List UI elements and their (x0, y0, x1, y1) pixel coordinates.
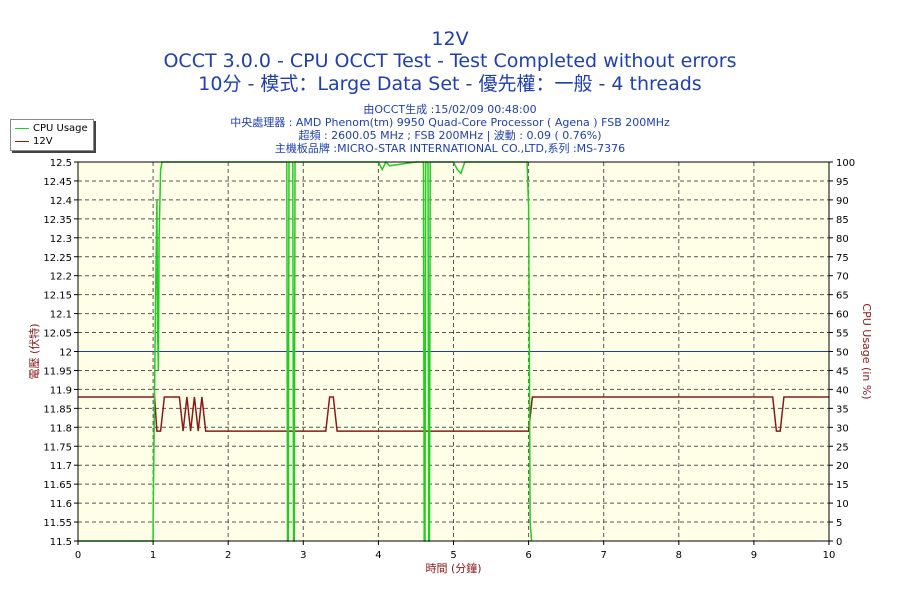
legend: CPU Usage 12V (10, 119, 94, 151)
x-axis-label: 時間 (分鐘) (425, 561, 481, 575)
y-tick-label: 12.1 (50, 310, 72, 321)
chart-title: 12V (431, 28, 469, 50)
y-tick-label: 11.7 (50, 461, 72, 472)
y2-tick-label: 15 (836, 480, 849, 491)
y2-tick-label: 100 (836, 158, 855, 169)
x-tick-label: 1 (150, 550, 156, 561)
y-tick-label: 11.75 (43, 442, 72, 453)
y2-tick-label: 55 (836, 329, 849, 340)
info-overclock: 超頻 : 2600.05 MHz ; FSB 200MHz | 波動 : 0.0… (298, 129, 602, 142)
x-tick-label: 8 (676, 550, 682, 561)
y2-tick-label: 30 (836, 423, 849, 434)
y2-tick-label: 5 (836, 518, 842, 529)
y-tick-label: 12.4 (50, 196, 72, 207)
y-tick-label: 12.2 (50, 272, 72, 283)
y-tick-label: 11.8 (50, 423, 72, 434)
legend-item-cpu: CPU Usage (15, 122, 93, 135)
legend-label-12v: 12V (33, 136, 53, 147)
y-axis-label: 電壓 (伏特) (27, 323, 41, 379)
y-tick-label: 12.45 (43, 177, 72, 188)
x-tick-label: 5 (450, 550, 456, 561)
y2-tick-label: 25 (836, 442, 849, 453)
x-tick-label: 3 (300, 550, 306, 561)
y2-tick-label: 35 (836, 404, 849, 415)
legend-item-12v: 12V (15, 135, 93, 148)
x-tick-label: 6 (525, 550, 531, 561)
y2-tick-label: 40 (836, 385, 849, 396)
y-tick-label: 12.35 (43, 215, 72, 226)
chart-subtitle-test: OCCT 3.0.0 - CPU OCCT Test - Test Comple… (163, 50, 737, 72)
y-tick-label: 12 (59, 348, 72, 359)
y-tick-label: 11.95 (43, 366, 72, 377)
y2-tick-label: 0 (836, 537, 842, 548)
info-cpu: 中央處理器 : AMD Phenom(tm) 9950 Quad-Core Pr… (230, 116, 670, 129)
y2-tick-label: 60 (836, 310, 849, 321)
legend-label-cpu: CPU Usage (33, 123, 88, 134)
y2-tick-label: 75 (836, 253, 849, 264)
y2-tick-label: 20 (836, 461, 849, 472)
y-tick-label: 12.25 (43, 253, 72, 264)
y-tick-label: 12.5 (50, 158, 72, 169)
info-generated: 由OCCT生成 :15/02/09 00:48:00 (363, 103, 537, 116)
y-tick-label: 11.6 (50, 499, 72, 510)
y-tick-label: 12.3 (50, 234, 72, 245)
y2-tick-label: 80 (836, 234, 849, 245)
y2-tick-label: 85 (836, 215, 849, 226)
x-tick-label: 7 (601, 550, 607, 561)
legend-swatch-12v (15, 141, 29, 142)
x-tick-label: 9 (751, 550, 757, 561)
y-tick-label: 11.9 (50, 385, 72, 396)
y2-tick-label: 50 (836, 348, 849, 359)
y2-tick-label: 45 (836, 366, 849, 377)
x-tick-label: 4 (375, 550, 381, 561)
y-tick-label: 12.05 (43, 329, 72, 340)
x-tick-label: 2 (225, 550, 231, 561)
legend-swatch-cpu (15, 128, 29, 129)
y-tick-label: 11.65 (43, 480, 72, 491)
x-tick-label: 10 (823, 550, 836, 561)
y2-tick-label: 65 (836, 291, 849, 302)
y2-tick-label: 70 (836, 272, 849, 283)
y-tick-label: 11.85 (43, 404, 72, 415)
y-tick-label: 12.15 (43, 291, 72, 302)
y2-axis-label: CPU Usage (in %) (860, 303, 873, 399)
series-line-12v (78, 396, 829, 432)
y-tick-label: 11.5 (50, 537, 72, 548)
chart-subtitle-mode: 10分 - 模式：Large Data Set - 優先權：一般 - 4 thr… (198, 73, 702, 95)
y-tick-label: 11.55 (43, 518, 72, 529)
x-tick-label: 0 (75, 550, 81, 561)
y2-tick-label: 10 (836, 499, 849, 510)
y2-tick-label: 95 (836, 177, 849, 188)
info-motherboard: 主機板品牌 :MICRO-STAR INTERNATIONAL CO.,LTD,… (274, 142, 626, 155)
y2-tick-label: 90 (836, 196, 849, 207)
